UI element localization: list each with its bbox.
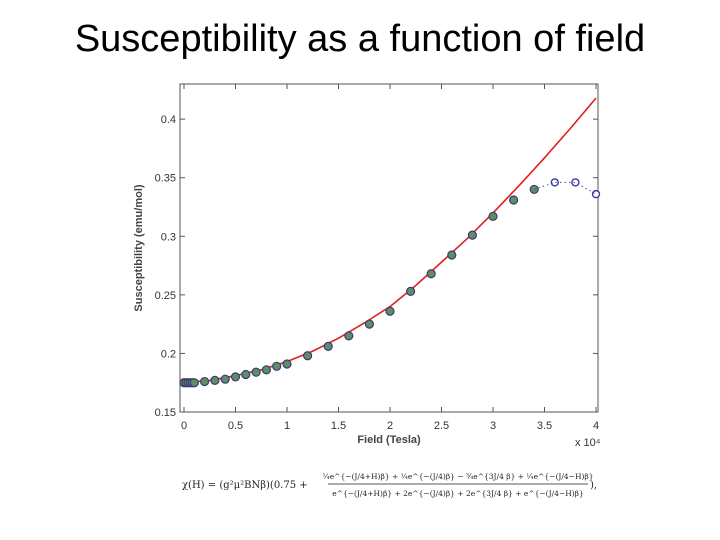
data-point <box>261 365 271 375</box>
data-point <box>241 369 251 380</box>
data-point <box>467 230 477 240</box>
formula-tail: ), <box>590 480 597 491</box>
y-tick-label: 0.15 <box>155 407 176 419</box>
plot-frame <box>179 83 599 413</box>
data-point <box>282 359 292 369</box>
x-tick-label: 1 <box>284 420 290 432</box>
x-tick-label: 0.5 <box>228 420 243 432</box>
data-point <box>200 376 210 387</box>
dotted-connector <box>534 181 597 195</box>
data-point-open <box>591 189 601 199</box>
formula-denominator: e^{−(J/4+H)β} + 2e^{−(J/4)β} + 2e^{3J/4 … <box>332 489 584 498</box>
data-point <box>447 250 457 260</box>
formula-numerator: ¼e^{−(J/4+H)β} + ¼e^{−(J/4)β} − ¾e^{3J/4… <box>322 472 593 481</box>
data-point <box>529 184 539 195</box>
data-point <box>364 319 374 329</box>
data-point <box>189 378 199 388</box>
x-axis-label: Field (Tesla) <box>357 434 421 446</box>
y-tick-label: 0.2 <box>161 348 176 360</box>
fit-curve <box>183 97 597 384</box>
x-tick-label: 2 <box>387 420 393 432</box>
data-point <box>426 269 436 279</box>
data-point <box>303 351 313 361</box>
data-point <box>230 372 241 382</box>
data-point <box>251 367 261 377</box>
y-tick-label: 0.35 <box>155 173 176 185</box>
slide-title: Susceptibility as a function of field <box>74 18 646 60</box>
data-point <box>406 286 416 296</box>
fit-curve-group <box>183 97 597 384</box>
data-point <box>210 375 220 385</box>
data-point <box>385 306 395 316</box>
x-axis-multiplier: x 10⁴ <box>575 437 601 449</box>
data-point <box>220 374 230 384</box>
y-tick-label: 0.3 <box>161 231 176 243</box>
data-point <box>488 211 498 221</box>
data-point <box>272 361 282 371</box>
data-point <box>323 341 333 351</box>
x-tick-label: 4 <box>593 420 599 432</box>
axis-ticks: 0 0.5 1 1.5 2 2.5 3 3.5 4 0.15 0.2 0.25 0.3 0.35 0.4 <box>155 84 599 432</box>
y-tick-label: 0.4 <box>161 114 176 126</box>
y-tick-label: 0.25 <box>155 290 176 302</box>
data-point-open <box>550 178 559 187</box>
x-tick-label: 1.5 <box>331 420 346 432</box>
x-tick-label: 2.5 <box>434 420 449 432</box>
x-tick-label: 0 <box>181 420 187 432</box>
data-point <box>508 195 519 205</box>
formula-graphic: χ(H) = (g²μ²BNβ)(0.75 + ¼e^{−(J/4+H)β} +… <box>182 472 597 498</box>
x-tick-label: 3 <box>490 420 496 432</box>
data-point <box>344 331 354 341</box>
formula-lhs: χ(H) = (g²μ²BNβ)(0.75 + <box>182 480 308 491</box>
susceptibility-formula: χ(H) = (g²μ²BNβ)(0.75 + ¼e^{−(J/4+H)β} +… <box>180 466 600 502</box>
y-axis-label: Susceptibility (emu/mol) <box>133 184 145 311</box>
x-tick-label: 3.5 <box>537 420 552 432</box>
data-point-open <box>571 178 580 187</box>
markers-group <box>179 178 601 388</box>
